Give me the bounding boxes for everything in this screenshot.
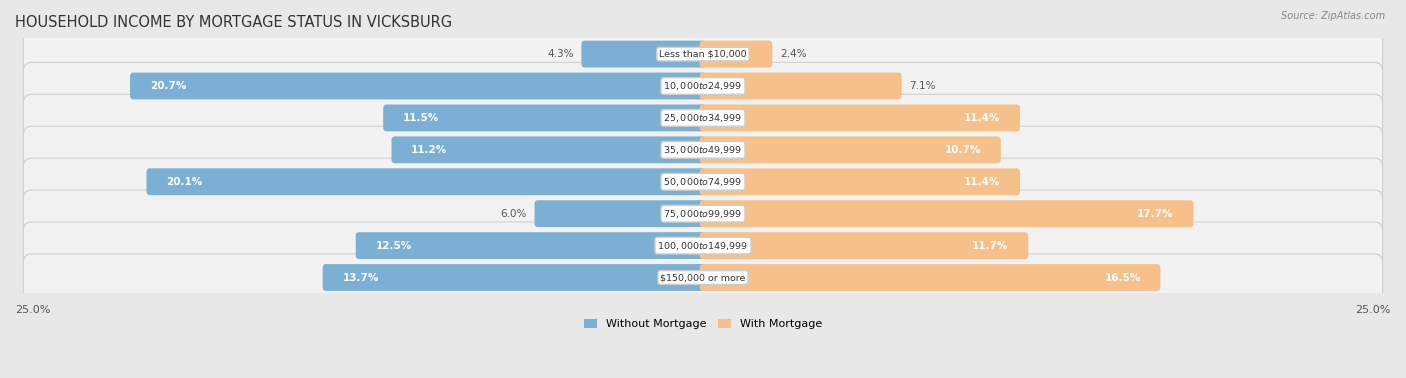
Text: $75,000 to $99,999: $75,000 to $99,999 (664, 208, 742, 220)
Text: $150,000 or more: $150,000 or more (661, 273, 745, 282)
FancyBboxPatch shape (356, 232, 706, 259)
FancyBboxPatch shape (700, 200, 1194, 227)
Text: 10.7%: 10.7% (945, 145, 981, 155)
Text: 16.5%: 16.5% (1104, 273, 1140, 282)
FancyBboxPatch shape (384, 104, 706, 131)
Text: 20.1%: 20.1% (166, 177, 202, 187)
FancyBboxPatch shape (24, 126, 1382, 174)
FancyBboxPatch shape (700, 41, 772, 68)
Text: 6.0%: 6.0% (501, 209, 527, 219)
FancyBboxPatch shape (700, 136, 1001, 163)
FancyBboxPatch shape (534, 200, 706, 227)
FancyBboxPatch shape (24, 62, 1382, 110)
FancyBboxPatch shape (24, 158, 1382, 205)
Text: 11.2%: 11.2% (412, 145, 447, 155)
FancyBboxPatch shape (700, 168, 1019, 195)
FancyBboxPatch shape (322, 264, 706, 291)
FancyBboxPatch shape (700, 232, 1028, 259)
Text: 17.7%: 17.7% (1137, 209, 1174, 219)
Text: 7.1%: 7.1% (910, 81, 936, 91)
Text: 25.0%: 25.0% (1355, 305, 1391, 314)
Text: $10,000 to $24,999: $10,000 to $24,999 (664, 80, 742, 92)
Text: 20.7%: 20.7% (150, 81, 186, 91)
Text: 11.4%: 11.4% (965, 177, 1000, 187)
Text: Source: ZipAtlas.com: Source: ZipAtlas.com (1281, 11, 1385, 21)
Text: Less than $10,000: Less than $10,000 (659, 50, 747, 59)
Text: $35,000 to $49,999: $35,000 to $49,999 (664, 144, 742, 156)
Text: 12.5%: 12.5% (375, 241, 412, 251)
FancyBboxPatch shape (24, 254, 1382, 301)
Text: 2.4%: 2.4% (780, 49, 807, 59)
FancyBboxPatch shape (24, 31, 1382, 78)
FancyBboxPatch shape (24, 190, 1382, 237)
FancyBboxPatch shape (24, 94, 1382, 141)
Text: $25,000 to $34,999: $25,000 to $34,999 (664, 112, 742, 124)
FancyBboxPatch shape (700, 73, 901, 99)
Text: 11.4%: 11.4% (965, 113, 1000, 123)
Text: 11.7%: 11.7% (972, 241, 1008, 251)
FancyBboxPatch shape (129, 73, 706, 99)
Text: HOUSEHOLD INCOME BY MORTGAGE STATUS IN VICKSBURG: HOUSEHOLD INCOME BY MORTGAGE STATUS IN V… (15, 15, 453, 30)
Legend: Without Mortgage, With Mortgage: Without Mortgage, With Mortgage (579, 314, 827, 334)
Text: 11.5%: 11.5% (404, 113, 439, 123)
FancyBboxPatch shape (581, 41, 706, 68)
FancyBboxPatch shape (24, 222, 1382, 269)
Text: 4.3%: 4.3% (547, 49, 574, 59)
FancyBboxPatch shape (146, 168, 706, 195)
Text: $100,000 to $149,999: $100,000 to $149,999 (658, 240, 748, 252)
Text: 13.7%: 13.7% (343, 273, 378, 282)
Text: 25.0%: 25.0% (15, 305, 51, 314)
FancyBboxPatch shape (700, 104, 1019, 131)
Text: $50,000 to $74,999: $50,000 to $74,999 (664, 176, 742, 188)
FancyBboxPatch shape (700, 264, 1160, 291)
FancyBboxPatch shape (391, 136, 706, 163)
